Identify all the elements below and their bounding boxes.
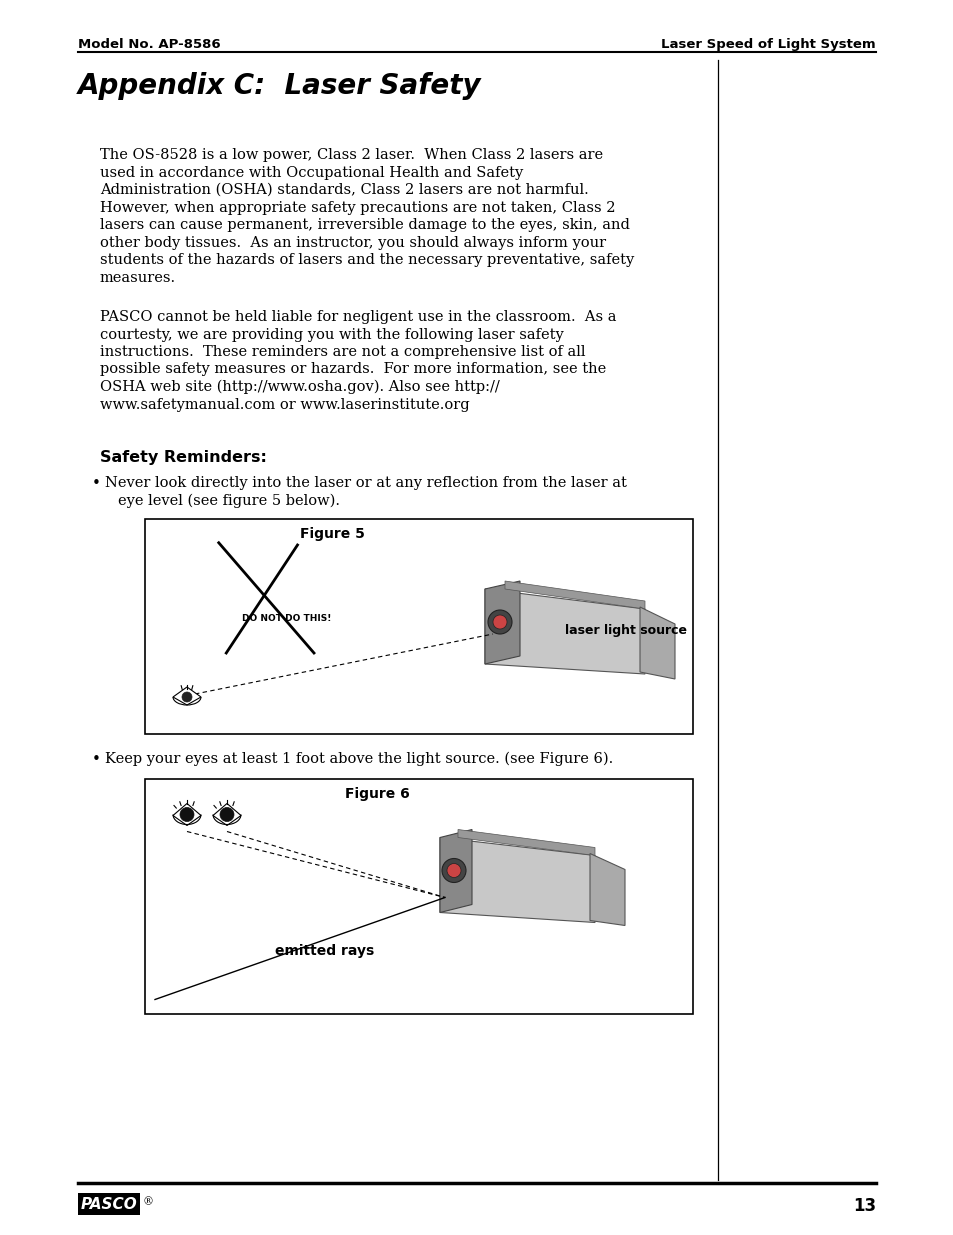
Text: students of the hazards of lasers and the necessary preventative, safety: students of the hazards of lasers and th… — [100, 253, 634, 267]
Polygon shape — [439, 830, 472, 913]
Bar — [145, 779, 692, 1014]
Text: ®: ® — [143, 1197, 153, 1207]
Text: •: • — [91, 475, 101, 492]
Text: www.safetymanual.com or www.laserinstitute.org: www.safetymanual.com or www.laserinstitu… — [100, 398, 469, 411]
Text: used in accordance with Occupational Health and Safety: used in accordance with Occupational Hea… — [100, 165, 522, 179]
Text: Figure 6: Figure 6 — [345, 788, 410, 802]
Polygon shape — [484, 580, 519, 664]
Text: courtesty, we are providing you with the following laser safety: courtesty, we are providing you with the… — [100, 327, 563, 342]
Text: lasers can cause permanent, irreversible damage to the eyes, skin, and: lasers can cause permanent, irreversible… — [100, 219, 629, 232]
Text: eye level (see figure 5 below).: eye level (see figure 5 below). — [118, 494, 339, 508]
Circle shape — [182, 692, 192, 701]
Text: Never look directly into the laser or at any reflection from the laser at: Never look directly into the laser or at… — [105, 475, 626, 490]
Circle shape — [220, 808, 233, 821]
Text: However, when appropriate safety precautions are not taken, Class 2: However, when appropriate safety precaut… — [100, 200, 615, 215]
Text: •: • — [91, 752, 101, 767]
Text: instructions.  These reminders are not a comprehensive list of all: instructions. These reminders are not a … — [100, 345, 585, 359]
Text: measures.: measures. — [100, 270, 176, 284]
Polygon shape — [504, 580, 644, 609]
Polygon shape — [172, 687, 201, 705]
Polygon shape — [484, 589, 644, 674]
Text: other body tissues.  As an instructor, you should always inform your: other body tissues. As an instructor, yo… — [100, 236, 605, 249]
Circle shape — [447, 863, 460, 878]
Text: Keep your eyes at least 1 foot above the light source. (see Figure 6).: Keep your eyes at least 1 foot above the… — [105, 752, 613, 767]
Bar — [145, 519, 692, 734]
Text: Model No. AP-8586: Model No. AP-8586 — [78, 38, 220, 51]
Polygon shape — [439, 837, 595, 923]
Text: possible safety measures or hazards.  For more information, see the: possible safety measures or hazards. For… — [100, 363, 605, 377]
Polygon shape — [639, 606, 675, 679]
Text: DO NOT DO THIS!: DO NOT DO THIS! — [242, 614, 331, 622]
Polygon shape — [589, 853, 624, 925]
Bar — [78, 1193, 140, 1215]
Text: laser light source: laser light source — [564, 624, 686, 637]
Circle shape — [441, 858, 465, 883]
Text: PASCO cannot be held liable for negligent use in the classroom.  As a: PASCO cannot be held liable for negligen… — [100, 310, 616, 324]
Polygon shape — [457, 830, 595, 856]
Text: OSHA web site (http://www.osha.gov). Also see http://: OSHA web site (http://www.osha.gov). Als… — [100, 380, 499, 394]
Text: The OS-8528 is a low power, Class 2 laser.  When Class 2 lasers are: The OS-8528 is a low power, Class 2 lase… — [100, 148, 602, 162]
Circle shape — [488, 610, 512, 634]
Text: Laser Speed of Light System: Laser Speed of Light System — [660, 38, 875, 51]
Text: Administration (OSHA) standards, Class 2 lasers are not harmful.: Administration (OSHA) standards, Class 2… — [100, 183, 588, 198]
Text: Safety Reminders:: Safety Reminders: — [100, 450, 267, 466]
Circle shape — [180, 808, 193, 821]
Text: PASCO: PASCO — [81, 1197, 137, 1212]
Polygon shape — [213, 804, 241, 825]
Polygon shape — [172, 804, 201, 825]
Text: 13: 13 — [852, 1197, 875, 1215]
Text: Appendix C:  Laser Safety: Appendix C: Laser Safety — [78, 72, 481, 100]
Text: Figure 5: Figure 5 — [299, 527, 364, 541]
Text: emitted rays: emitted rays — [274, 945, 374, 958]
Circle shape — [493, 615, 506, 629]
